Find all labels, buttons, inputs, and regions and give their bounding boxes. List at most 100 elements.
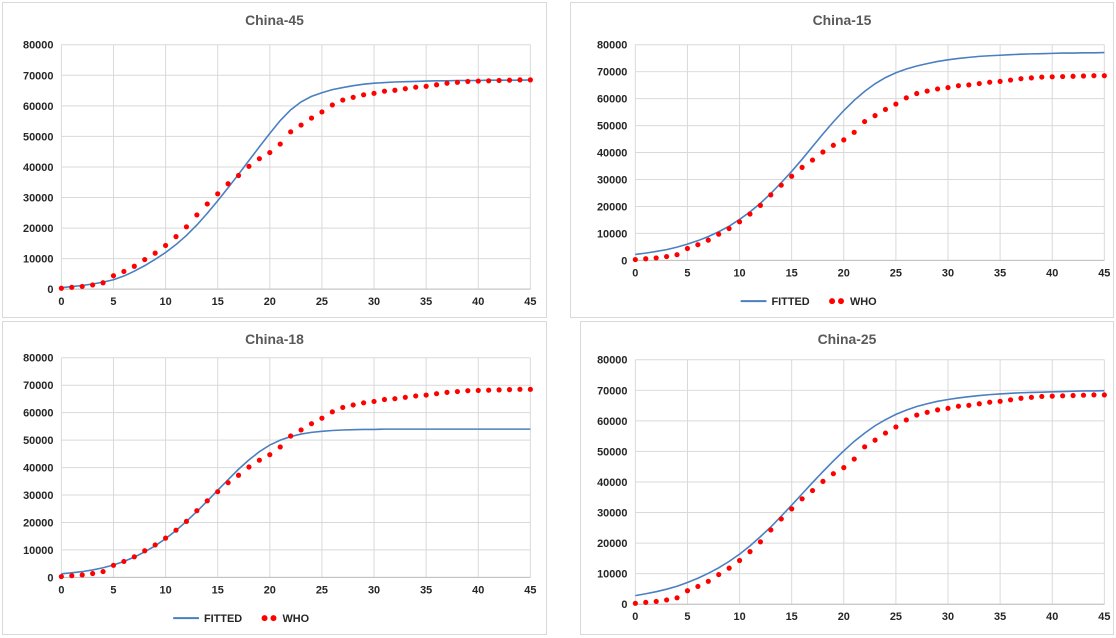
x-tick-label: 10 xyxy=(734,611,746,623)
y-tick-label: 20000 xyxy=(23,223,53,235)
who-data-point xyxy=(841,137,847,143)
who-data-point xyxy=(997,78,1003,84)
who-data-point xyxy=(361,92,367,98)
y-tick-label: 40000 xyxy=(597,148,627,160)
x-tick-label: 0 xyxy=(58,296,64,308)
who-data-point xyxy=(350,402,356,408)
who-data-point xyxy=(371,90,377,96)
who-data-point xyxy=(1101,73,1107,79)
who-data-point xyxy=(277,444,283,450)
x-tick-label: 5 xyxy=(110,296,116,308)
who-data-point xyxy=(674,595,680,601)
who-data-point xyxy=(820,478,826,484)
who-data-point xyxy=(121,558,127,565)
who-data-point xyxy=(527,77,533,83)
x-tick-label: 5 xyxy=(684,267,690,279)
who-data-point xyxy=(695,583,701,590)
who-data-point xyxy=(778,516,784,522)
who-data-point xyxy=(966,82,972,88)
chart-title: China-18 xyxy=(245,331,304,347)
who-data-point xyxy=(183,518,190,524)
who-data-point xyxy=(799,164,805,170)
x-tick-label: 30 xyxy=(368,584,380,596)
y-tick-label: 30000 xyxy=(23,490,53,502)
who-data-point xyxy=(851,129,857,135)
who-data-point xyxy=(955,403,962,409)
who-data-point xyxy=(726,225,732,232)
legend-who-label: WHO xyxy=(850,296,877,308)
legend-who-label: WHO xyxy=(282,613,309,625)
who-data-point xyxy=(340,404,346,411)
who-data-point xyxy=(413,84,419,90)
who-data-point xyxy=(454,388,460,395)
who-data-point xyxy=(747,211,753,217)
who-data-point xyxy=(361,400,367,406)
fitted-series-line xyxy=(635,389,1105,597)
x-tick-label: 0 xyxy=(58,584,64,596)
x-tick-label: 20 xyxy=(264,296,276,308)
who-data-point xyxy=(1049,74,1055,80)
who-data-point xyxy=(632,256,638,263)
who-data-point xyxy=(1091,392,1097,398)
who-data-point xyxy=(914,90,920,97)
who-data-point xyxy=(820,149,826,155)
who-data-point xyxy=(716,231,722,237)
x-tick-label: 45 xyxy=(1098,267,1110,279)
chart-svg: China-15 0 10000 20000 30000 40000 50000 60000 7… xyxy=(597,12,1110,308)
who-data-point xyxy=(235,172,242,179)
who-data-point xyxy=(79,283,85,290)
x-tick-label: 40 xyxy=(1046,611,1058,623)
who-data-point xyxy=(809,157,816,163)
who-data-point xyxy=(319,109,325,115)
who-data-point xyxy=(90,570,96,577)
who-data-point xyxy=(173,527,179,533)
chart-panel-china-18: China-18 0 10000 20000 30000 40000 50000 60000 7… xyxy=(2,321,547,635)
who-data-point xyxy=(142,548,148,554)
chart-title: China-45 xyxy=(245,12,304,28)
who-data-point xyxy=(298,122,304,128)
who-data-point xyxy=(945,85,951,91)
x-tick-label: 0 xyxy=(632,611,638,623)
who-data-point xyxy=(1028,75,1034,81)
y-tick-label: 20000 xyxy=(23,517,53,529)
who-data-point xyxy=(110,273,117,279)
x-tick-label: 15 xyxy=(786,611,798,623)
who-data-point xyxy=(872,113,878,119)
chart-svg: China-18 0 10000 20000 30000 40000 50000 60000 7… xyxy=(23,331,536,625)
who-data-point xyxy=(131,554,137,560)
who-data-point xyxy=(225,480,231,486)
who-data-point xyxy=(653,598,659,605)
who-data-point xyxy=(298,427,304,433)
who-data-point xyxy=(1070,392,1076,399)
who-data-point xyxy=(517,386,523,392)
x-tick-label: 25 xyxy=(890,611,902,623)
who-data-point xyxy=(1018,395,1024,401)
x-tick-label: 5 xyxy=(110,584,116,596)
who-data-point xyxy=(288,129,294,135)
who-data-point xyxy=(465,78,471,84)
who-data-point xyxy=(716,571,722,578)
who-data-point xyxy=(768,192,774,198)
who-data-point xyxy=(162,242,169,249)
x-tick-label: 25 xyxy=(890,267,902,279)
who-data-point xyxy=(976,401,982,407)
who-data-point xyxy=(183,224,190,230)
y-tick-label: 50000 xyxy=(23,435,53,447)
who-data-point xyxy=(674,252,680,258)
who-data-point xyxy=(381,88,388,94)
who-data-point xyxy=(684,245,691,252)
x-tick-label: 45 xyxy=(524,584,536,596)
y-tick-label: 30000 xyxy=(23,192,53,204)
chart-panel-china-45: China-45 0 10000 20000 30000 40000 50000 60000 7… xyxy=(2,2,547,318)
who-data-point xyxy=(215,191,221,197)
x-tick-label: 30 xyxy=(942,611,954,623)
x-tick-label: 45 xyxy=(1098,611,1110,623)
who-data-point xyxy=(256,156,262,162)
x-tick-label: 15 xyxy=(212,584,224,596)
x-tick-label: 25 xyxy=(316,584,328,596)
legend-who-swatch xyxy=(838,298,844,305)
who-data-point xyxy=(726,565,732,571)
y-tick-label: 60000 xyxy=(23,101,53,113)
who-data-point xyxy=(893,101,899,107)
x-tick-label: 35 xyxy=(420,296,432,308)
